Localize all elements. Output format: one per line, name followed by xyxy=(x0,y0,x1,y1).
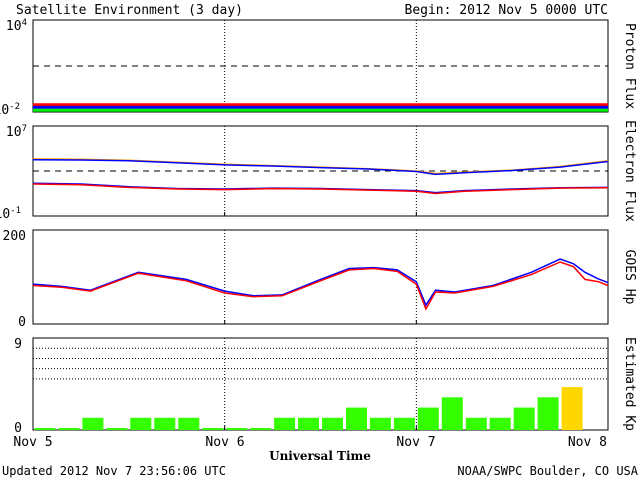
kp-bar xyxy=(58,428,80,430)
kp-bar xyxy=(298,417,319,430)
goes-hp-y-tick-bottom: 0 xyxy=(18,315,26,330)
kp-bar xyxy=(274,417,296,430)
svg-text:10-2: 10-2 xyxy=(0,102,20,118)
kp-bar xyxy=(178,417,200,430)
kp-bar xyxy=(561,387,583,430)
proton-y-tick-top-exp: 4 xyxy=(22,18,27,28)
x-tick-nov7: Nov 7 xyxy=(396,435,435,450)
kp-bar xyxy=(322,417,343,430)
goes-hp-series-blue-0 xyxy=(32,258,609,307)
kp-bar xyxy=(34,428,56,430)
x-axis-title: Universal Time xyxy=(269,449,371,463)
kp-panel-frame xyxy=(32,337,609,431)
kp-bar xyxy=(441,397,463,430)
figure-title: Satellite Environment (3 day) xyxy=(16,3,243,18)
goes-hp-y-tick-top: 200 xyxy=(3,229,26,244)
proton-y-tick-top: 104 xyxy=(6,18,27,34)
kp-bar xyxy=(226,428,248,430)
svg-text:104: 104 xyxy=(6,18,27,34)
kp-bar xyxy=(250,428,272,430)
electron-y-tick-top-exp: 7 xyxy=(22,124,27,134)
kp-bar xyxy=(346,407,367,430)
kp-bar xyxy=(417,407,439,430)
updated-timestamp: Updated 2012 Nov 7 23:56:06 UTC xyxy=(2,464,226,478)
kp-bar xyxy=(130,417,152,430)
goes-hp-label: GOES Hp xyxy=(622,250,637,305)
kp-y-tick-top: 9 xyxy=(14,337,22,352)
svg-text:107: 107 xyxy=(6,124,27,140)
day-gridlines xyxy=(32,20,609,430)
kp-bar xyxy=(82,417,104,430)
x-tick-nov8: Nov 8 xyxy=(568,435,607,450)
electron-series-blue-2 xyxy=(32,182,609,194)
kp-bar xyxy=(106,428,128,430)
kp-y-tick-bottom: 0 xyxy=(14,421,22,436)
electron-flux-label: Electron Flux xyxy=(622,120,637,222)
estimated-kp-label: Estimated Kp xyxy=(622,337,637,431)
kp-bar xyxy=(465,417,487,430)
source-credit: NOAA/SWPC Boulder, CO USA xyxy=(457,464,638,478)
electron-y-tick-bottom-exp: -1 xyxy=(10,206,21,216)
svg-text:10-1: 10-1 xyxy=(0,206,21,222)
proton-y-tick-bottom: 10-2 xyxy=(0,102,20,118)
kp-bar xyxy=(369,417,391,430)
proton-y-tick-top-base: 10 xyxy=(6,19,22,34)
kp-bar xyxy=(513,407,535,430)
kp-bar xyxy=(154,417,176,430)
x-tick-nov5: Nov 5 xyxy=(13,435,52,450)
goes-hp-series-red-1 xyxy=(32,261,609,311)
kp-bar xyxy=(489,417,511,430)
begin-time: Begin: 2012 Nov 5 0000 UTC xyxy=(405,3,609,18)
proton-y-tick-bottom-base: 10 xyxy=(0,103,9,118)
proton-flux-label: Proton Flux xyxy=(622,23,637,109)
kp-bar xyxy=(393,417,415,430)
electron-y-tick-top: 107 xyxy=(6,124,27,140)
electron-y-tick-top-base: 10 xyxy=(6,125,22,140)
x-tick-nov6: Nov 6 xyxy=(205,435,244,450)
kp-bar xyxy=(537,397,559,430)
proton-y-tick-bottom-exp: -2 xyxy=(9,102,20,112)
electron-y-tick-bottom-base: 10 xyxy=(0,207,10,222)
goes-hp-panel-frame xyxy=(32,229,609,325)
electron-series-red-3 xyxy=(32,183,609,195)
electron-y-tick-bottom: 10-1 xyxy=(0,206,21,222)
data-series-layer xyxy=(32,65,609,430)
kp-bar xyxy=(202,428,224,430)
electron-series-blue-1 xyxy=(32,159,609,176)
